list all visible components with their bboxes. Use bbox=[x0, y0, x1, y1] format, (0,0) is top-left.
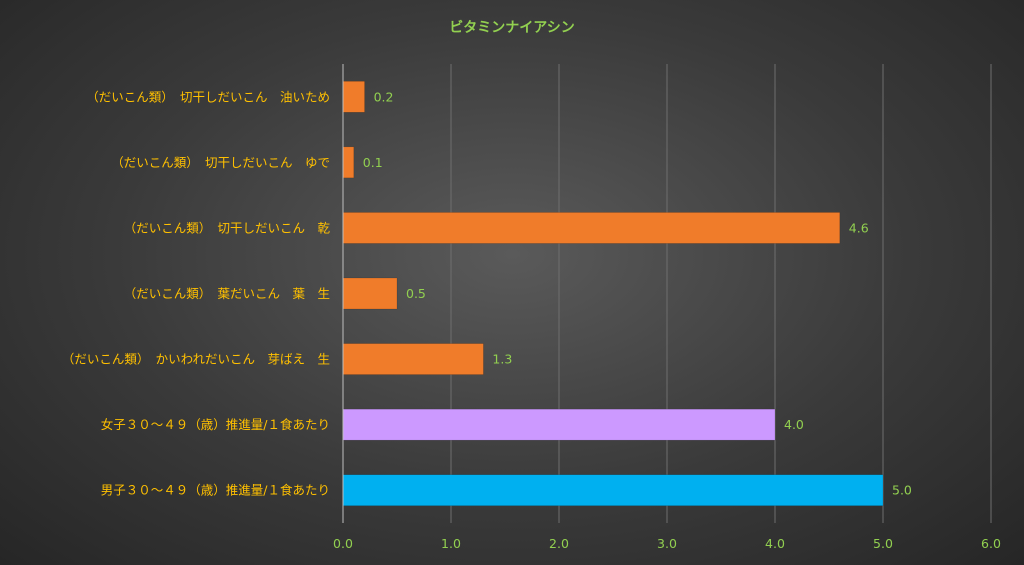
bar bbox=[342, 146, 355, 179]
x-tick-label: 4.0 bbox=[765, 536, 785, 551]
gridlines bbox=[450, 64, 992, 523]
data-label: 5.0 bbox=[892, 483, 912, 498]
x-tick-label: 2.0 bbox=[549, 536, 569, 551]
data-label: 1.3 bbox=[492, 352, 512, 367]
category-label: （だいこん類） 葉だいこん 葉 生 bbox=[124, 286, 330, 301]
data-label: 0.2 bbox=[374, 89, 394, 104]
data-label: 4.6 bbox=[849, 220, 869, 235]
category-label: （だいこん類） かいわれだいこん 芽ばえ 生 bbox=[62, 352, 330, 367]
category-label: 女子３０～４９（歳）推進量/１食あたり bbox=[101, 417, 330, 432]
x-tick-label: 1.0 bbox=[441, 536, 461, 551]
bar bbox=[342, 408, 776, 441]
bar bbox=[342, 81, 365, 113]
x-tick-label: 5.0 bbox=[873, 536, 893, 551]
x-tick-label: 0.0 bbox=[333, 536, 353, 551]
data-label: 4.0 bbox=[784, 417, 804, 432]
bar bbox=[342, 474, 884, 506]
x-tick-labels: 0.0 1.0 2.0 3.0 4.0 5.0 6.0 bbox=[333, 536, 1001, 551]
bar bbox=[342, 343, 484, 375]
chart-title: ビタミンナイアシン bbox=[449, 20, 574, 36]
x-tick-label: 3.0 bbox=[657, 536, 677, 551]
category-labels: （だいこん類） 切干しだいこん 油いため （だいこん類） 切干しだいこん ゆで （だ… bbox=[62, 89, 331, 497]
category-label: （だいこん類） 切干しだいこん ゆで bbox=[111, 155, 330, 170]
data-labels: 0.2 0.1 4.6 0.5 1.3 4.0 5.0 bbox=[363, 89, 912, 497]
bar bbox=[342, 277, 398, 310]
bar bbox=[342, 212, 841, 244]
category-label: （だいこん類） 切干しだいこん 油いため bbox=[86, 89, 330, 104]
category-label: 男子３０～４９（歳）推進量/１食あたり bbox=[101, 483, 330, 498]
bars bbox=[342, 81, 884, 506]
category-label: （だいこん類） 切干しだいこん 乾 bbox=[124, 220, 331, 235]
x-tick-label: 6.0 bbox=[981, 536, 1001, 551]
data-label: 0.5 bbox=[406, 286, 426, 301]
data-label: 0.1 bbox=[363, 155, 383, 170]
